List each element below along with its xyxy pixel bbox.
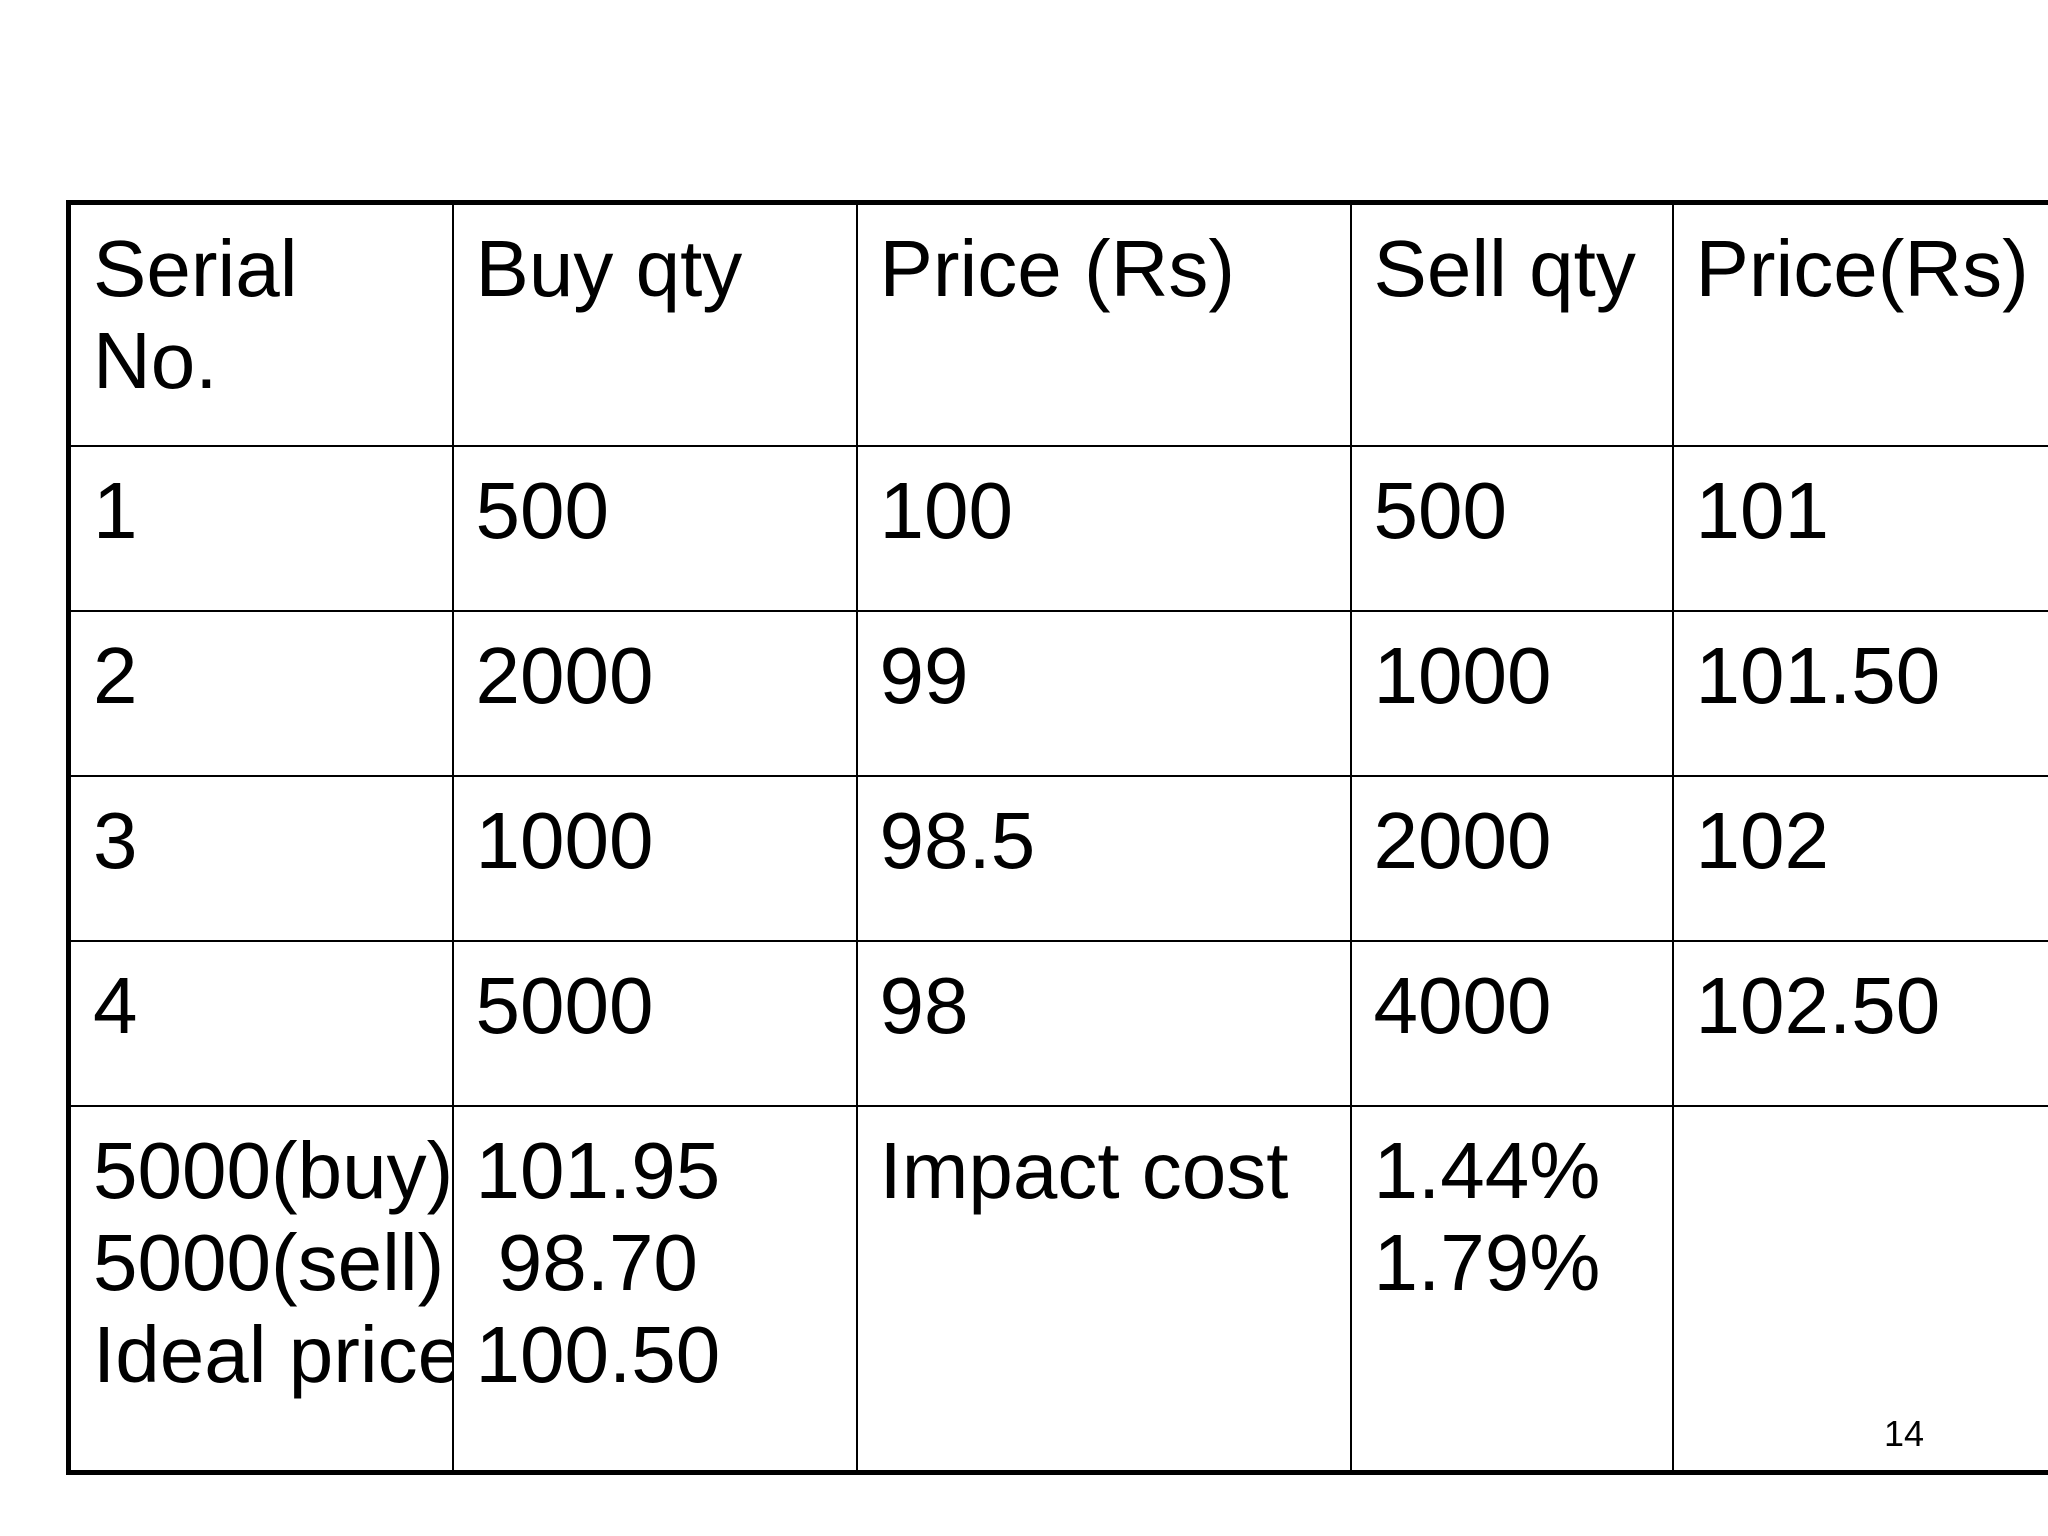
summary-label-sell: 5000(sell) xyxy=(93,1218,445,1307)
cell-sell-qty: 1000 xyxy=(1349,610,1674,777)
cell-sell-qty: 500 xyxy=(1349,445,1674,612)
cell-serial: 2 xyxy=(67,610,454,777)
header-cell-sell-qty: Sell qty xyxy=(1349,201,1674,447)
summary-values-cell: 101.95 98.70 100.50 xyxy=(451,1105,858,1474)
summary-value-ideal: 100.50 xyxy=(475,1310,721,1399)
cell-serial: 4 xyxy=(67,940,454,1107)
summary-value-buy: 101.95 xyxy=(475,1126,721,1215)
header-cell-buy-qty: Buy qty xyxy=(451,201,858,447)
table-row: 3 1000 98.5 2000 102 xyxy=(67,775,2048,942)
cell-buy-qty: 2000 xyxy=(451,610,858,777)
cell-sell-qty: 4000 xyxy=(1349,940,1674,1107)
cell-buy-qty: 1000 xyxy=(451,775,858,942)
impact-cost-label-cell: Impact cost xyxy=(855,1105,1352,1474)
summary-label-buy: 5000(buy) xyxy=(93,1126,453,1215)
empty-cell xyxy=(1671,1105,2048,1474)
table-row: 4 5000 98 4000 102.50 xyxy=(67,940,2048,1107)
table-row: 2 2000 99 1000 101.50 xyxy=(67,610,2048,777)
cell-sell-price: 101 xyxy=(1671,445,2048,612)
cell-buy-qty: 500 xyxy=(451,445,858,612)
impact-cost-values-cell: 1.44% 1.79% xyxy=(1349,1105,1674,1474)
summary-label-ideal: Ideal price xyxy=(93,1310,453,1399)
page-number: 14 xyxy=(1884,1413,1925,1454)
order-book-table: Serial No. Buy qty Price (Rs) Sell qty P… xyxy=(66,200,2048,1475)
cell-buy-price: 98 xyxy=(855,940,1352,1107)
impact-cost-buy: 1.44% xyxy=(1373,1126,1601,1215)
impact-cost-sell: 1.79% xyxy=(1373,1218,1601,1307)
cell-buy-price: 98.5 xyxy=(855,775,1352,942)
summary-row: 5000(buy) 5000(sell) Ideal price 101.95 … xyxy=(67,1105,2048,1474)
table-row: 1 500 100 500 101 xyxy=(67,445,2048,612)
cell-sell-price: 102 xyxy=(1671,775,2048,942)
cell-sell-qty: 2000 xyxy=(1349,775,1674,942)
summary-value-sell: 98.70 xyxy=(475,1218,698,1307)
summary-labels-cell: 5000(buy) 5000(sell) Ideal price xyxy=(67,1105,454,1474)
table-header-row: Serial No. Buy qty Price (Rs) Sell qty P… xyxy=(67,201,2048,447)
cell-buy-qty: 5000 xyxy=(451,940,858,1107)
header-cell-serial-no: Serial No. xyxy=(67,201,454,447)
cell-sell-price: 102.50 xyxy=(1671,940,2048,1107)
cell-serial: 3 xyxy=(67,775,454,942)
header-cell-sell-price: Price(Rs) xyxy=(1671,201,2048,447)
cell-buy-price: 100 xyxy=(855,445,1352,612)
header-serial-line-1: Serial No. xyxy=(93,224,298,405)
cell-serial: 1 xyxy=(67,445,454,612)
cell-sell-price: 101.50 xyxy=(1671,610,2048,777)
cell-buy-price: 99 xyxy=(855,610,1352,777)
header-cell-buy-price: Price (Rs) xyxy=(855,201,1352,447)
